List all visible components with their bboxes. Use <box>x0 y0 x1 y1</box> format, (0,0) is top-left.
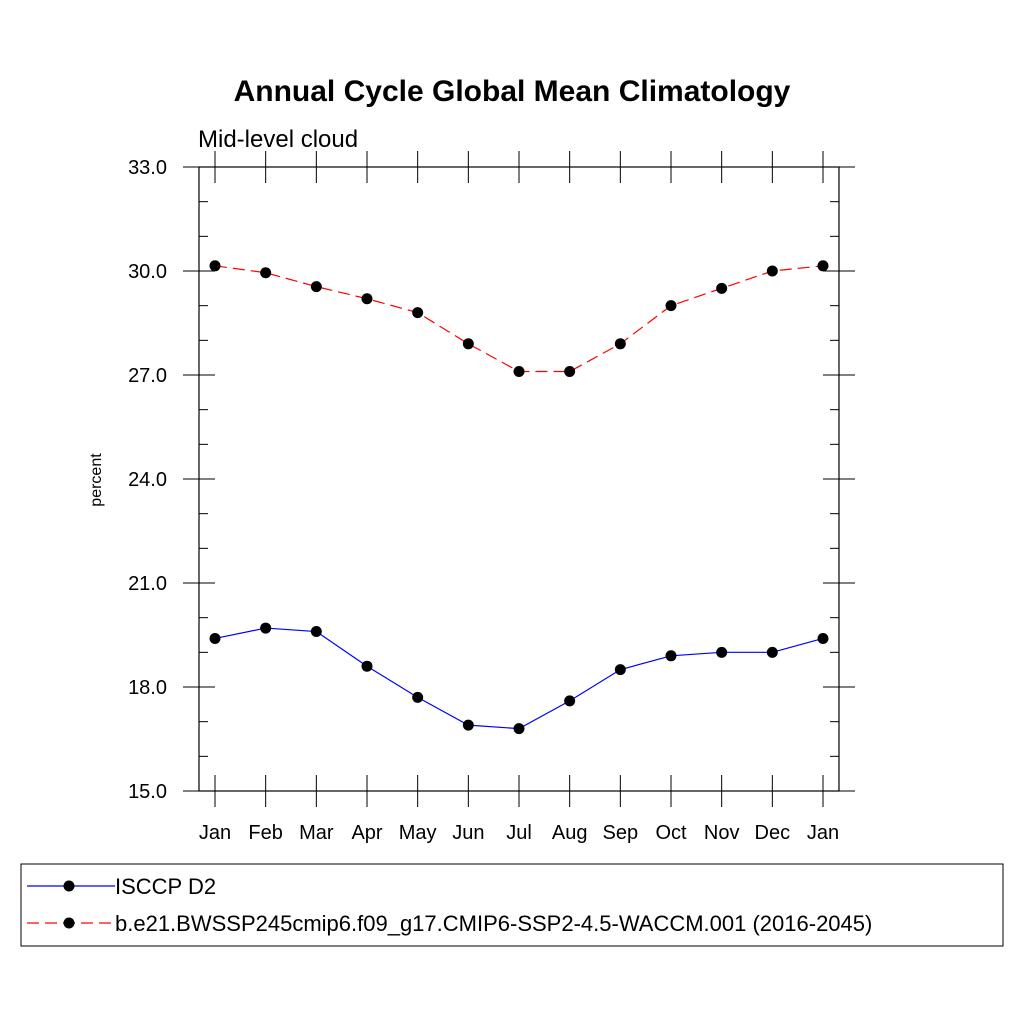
y-tick-label: 24.0 <box>128 469 167 491</box>
y-tick-label: 18.0 <box>128 677 167 699</box>
series-1-point <box>260 622 272 634</box>
series-layer <box>209 260 829 735</box>
legend-box <box>20 863 1004 947</box>
series-2-point <box>817 260 829 272</box>
series-2-point <box>209 260 221 272</box>
legend-marker-2 <box>63 917 75 929</box>
x-tick-label: Oct <box>655 822 687 844</box>
legend: ISCCP D2 b.e21.BWSSP245cmip6.f09_g17.CMIP… <box>20 863 1004 947</box>
y-tick-label: 15.0 <box>128 781 167 803</box>
x-tick-label: Jan <box>199 822 231 844</box>
y-tick-label: 30.0 <box>128 261 167 283</box>
series-2-point <box>260 267 272 279</box>
series-1-point <box>564 695 576 707</box>
series-1-point <box>817 632 829 644</box>
series-line-1 <box>214 627 824 730</box>
y-tick-label: 21.0 <box>128 573 167 595</box>
series-2-point <box>310 281 322 293</box>
y-tick-label: 33.0 <box>128 157 167 179</box>
x-tick-label: Nov <box>704 822 740 844</box>
series-1-point <box>766 646 778 658</box>
series-2-point <box>513 366 525 378</box>
series-1-point <box>412 691 424 703</box>
axis-ticks: 15.0 18.0 21.0 24.0 27.0 30.0 33.0 Jan Feb Mar Apr… <box>128 151 855 844</box>
x-tick-label: Mar <box>299 822 334 844</box>
x-tick-label: Dec <box>755 822 791 844</box>
series-2-point <box>361 293 373 305</box>
series-1-point <box>361 660 373 672</box>
series-1-point <box>310 626 322 638</box>
chart-subtitle: Mid-level cloud <box>198 126 358 153</box>
series-1-point <box>665 650 677 662</box>
series-2-point <box>766 265 778 277</box>
chart-title: Annual Cycle Global Mean Climatology <box>234 75 791 108</box>
x-tick-label: Feb <box>248 822 282 844</box>
x-tick-label: Jan <box>807 822 839 844</box>
x-tick-label: Aug <box>552 822 588 844</box>
series-2-point <box>412 307 424 319</box>
series-2-point <box>564 366 576 378</box>
x-tick-label: Jul <box>506 822 532 844</box>
x-tick-label: Apr <box>351 822 382 844</box>
y-tick-label: 27.0 <box>128 365 167 387</box>
plot-area <box>198 166 840 792</box>
legend-marker-1 <box>63 880 75 892</box>
series-2-point <box>462 338 474 350</box>
series-1-point <box>716 646 728 658</box>
x-tick-label: Jun <box>452 822 484 844</box>
legend-label-1: ISCCP D2 <box>115 874 216 899</box>
series-1-point <box>513 723 525 735</box>
series-2-point <box>716 282 728 294</box>
x-tick-label: May <box>399 822 437 844</box>
series-2-point <box>665 300 677 312</box>
x-tick-label: Sep <box>603 822 639 844</box>
series-line-2 <box>214 265 824 373</box>
series-2-point <box>614 338 626 350</box>
series-1-point <box>614 664 626 676</box>
y-axis-label: percent <box>88 453 105 507</box>
series-1-point <box>209 632 221 644</box>
series-1-point <box>462 719 474 731</box>
legend-label-2: b.e21.BWSSP245cmip6.f09_g17.CMIP6-SSP2-4… <box>115 911 872 936</box>
